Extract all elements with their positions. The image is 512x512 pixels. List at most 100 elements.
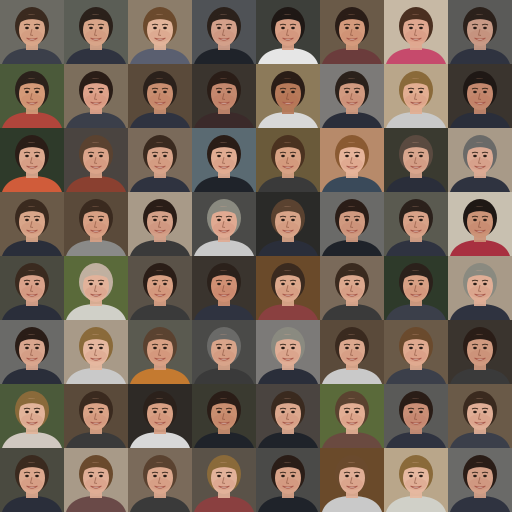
right-brow [225, 471, 233, 474]
left-eye [217, 90, 221, 94]
nose [157, 284, 162, 292]
shirt [66, 304, 126, 320]
right-brow [225, 23, 233, 26]
shirt [450, 48, 510, 64]
nose [93, 348, 98, 356]
face-tile [448, 128, 512, 192]
smile [26, 165, 38, 169]
nose [413, 348, 418, 356]
nose [477, 412, 482, 420]
shirt [322, 368, 382, 384]
face-tile [128, 320, 192, 384]
shirt [258, 432, 318, 448]
face-portrait [256, 0, 320, 64]
smile [474, 357, 486, 361]
right-brow [289, 23, 297, 26]
cheek-shading [21, 286, 43, 298]
left-brow [471, 343, 479, 346]
left-eye [89, 474, 93, 478]
nose [221, 220, 226, 228]
right-brow [289, 471, 297, 474]
face-tile [320, 384, 384, 448]
face-portrait [384, 192, 448, 256]
face-portrait [192, 0, 256, 64]
hair-fringe [274, 462, 302, 472]
left-eye [281, 282, 285, 286]
face-tile [384, 64, 448, 128]
face-tile [128, 448, 192, 512]
right-eye [99, 154, 103, 158]
shirt [322, 112, 382, 128]
left-eye [153, 90, 157, 94]
face-portrait [64, 256, 128, 320]
smile [346, 37, 358, 41]
right-eye [355, 282, 359, 286]
cheek-shading [21, 414, 43, 426]
face-portrait [448, 256, 512, 320]
right-brow [417, 87, 425, 90]
face-portrait [128, 320, 192, 384]
left-eye [345, 410, 349, 414]
right-eye [291, 474, 295, 478]
nose [477, 156, 482, 164]
cheek-shading [341, 30, 363, 42]
right-eye [483, 218, 487, 222]
nose [285, 28, 290, 36]
face-portrait [192, 448, 256, 512]
right-eye [227, 410, 231, 414]
cheek-shading [469, 94, 491, 106]
right-eye [291, 346, 295, 350]
right-brow [97, 87, 105, 90]
right-brow [417, 471, 425, 474]
left-brow [471, 23, 479, 26]
left-brow [151, 151, 159, 154]
face-portrait [192, 64, 256, 128]
right-brow [97, 151, 105, 154]
right-brow [225, 279, 233, 282]
left-eye [153, 218, 157, 222]
left-brow [343, 87, 351, 90]
cheek-shading [21, 478, 43, 490]
shirt [322, 48, 382, 64]
hair-fringe [82, 334, 110, 344]
right-eye [483, 154, 487, 158]
left-brow [215, 407, 223, 410]
hair-fringe [338, 142, 366, 152]
smile [474, 421, 486, 425]
cheek-shading [405, 30, 427, 42]
face-portrait [320, 192, 384, 256]
right-eye [35, 282, 39, 286]
face-tile [192, 384, 256, 448]
nose [93, 156, 98, 164]
left-eye [281, 90, 285, 94]
smile [346, 165, 358, 169]
left-brow [23, 87, 31, 90]
smile [154, 165, 166, 169]
cheek-shading [213, 414, 235, 426]
right-brow [161, 151, 169, 154]
smile [474, 229, 486, 233]
right-eye [291, 410, 295, 414]
smile [474, 293, 486, 297]
hair-fringe [210, 14, 238, 24]
left-eye [89, 218, 93, 222]
shirt [258, 112, 318, 128]
hair-fringe [274, 334, 302, 344]
left-eye [409, 218, 413, 222]
left-brow [407, 471, 415, 474]
right-brow [225, 215, 233, 218]
left-eye [25, 154, 29, 158]
right-brow [225, 343, 233, 346]
face-tile [128, 0, 192, 64]
right-eye [291, 26, 295, 30]
hair-fringe [402, 462, 430, 472]
left-brow [407, 407, 415, 410]
left-eye [89, 410, 93, 414]
right-brow [97, 279, 105, 282]
cheek-shading [277, 222, 299, 234]
left-brow [87, 343, 95, 346]
right-eye [355, 26, 359, 30]
hair-fringe [466, 270, 494, 280]
hair-fringe [274, 78, 302, 88]
shirt [66, 432, 126, 448]
